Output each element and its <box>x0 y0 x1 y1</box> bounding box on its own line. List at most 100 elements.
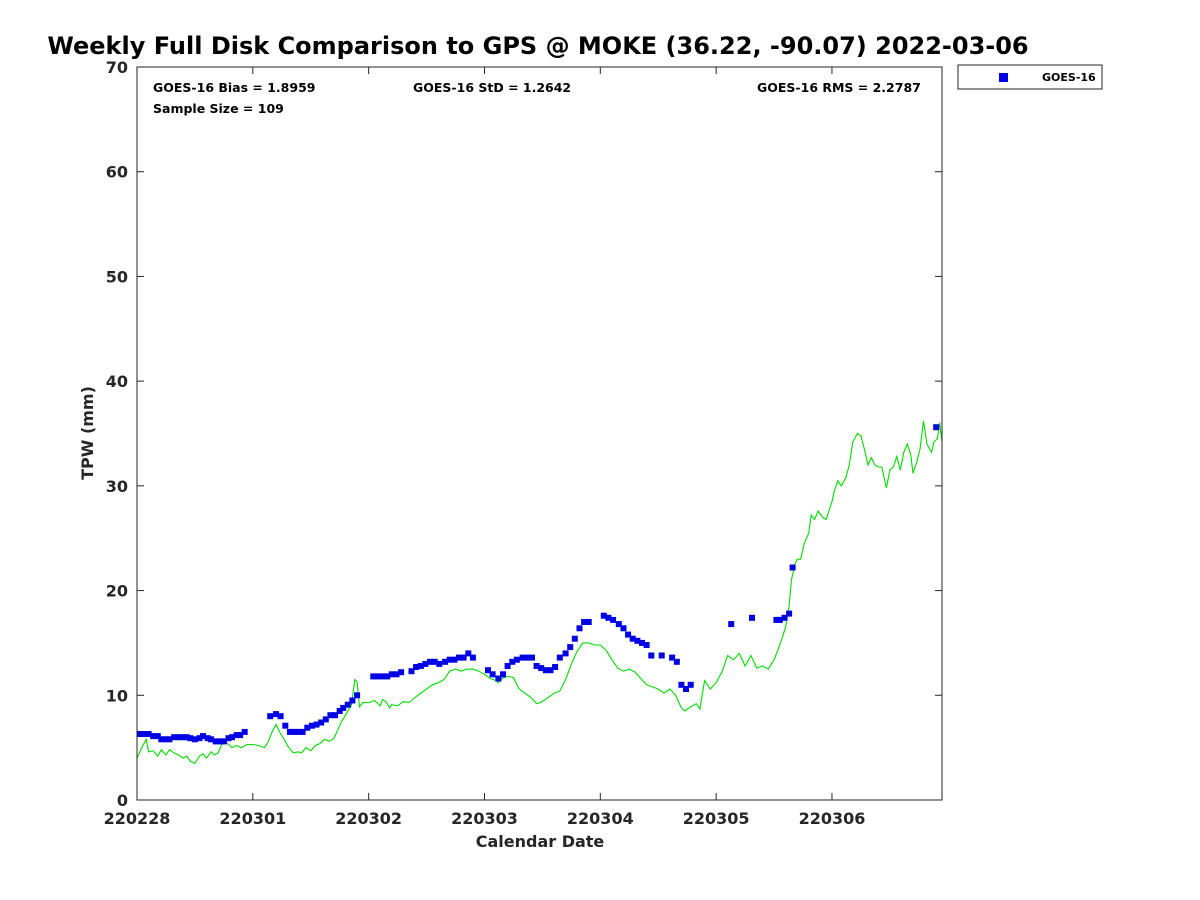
goes16-point <box>524 654 531 661</box>
rms-stat: GOES-16 RMS = 2.2787 <box>757 80 921 95</box>
goes16-point <box>567 644 574 651</box>
goes16-point <box>296 728 303 735</box>
goes16-point <box>183 734 190 741</box>
goes16-point <box>408 668 415 675</box>
sample-size-stat: Sample Size = 109 <box>153 101 284 116</box>
x-axis-label: Calendar Date <box>476 832 605 851</box>
goes16-point <box>533 663 540 669</box>
y-tick-label: 30 <box>106 477 128 496</box>
goes16-point <box>504 663 511 669</box>
goes16-point <box>241 728 248 735</box>
goes16-point <box>322 716 329 723</box>
goes16-point <box>442 658 449 665</box>
goes16-point <box>576 625 583 632</box>
goes16-point <box>585 619 592 625</box>
goes16-point <box>154 733 161 740</box>
goes16-point <box>417 663 424 669</box>
goes16-point <box>610 616 617 623</box>
goes16-point <box>225 735 232 742</box>
goes16-point <box>500 671 506 678</box>
goes16-point <box>344 701 351 708</box>
goes16-point <box>629 635 636 642</box>
goes16-point <box>634 637 641 644</box>
x-tick-label: 220303 <box>451 809 518 828</box>
legend: GOES-16 <box>957 64 1103 90</box>
goes16-point <box>571 635 578 642</box>
y-tick-label: 40 <box>106 372 128 391</box>
goes16-point <box>212 738 219 745</box>
goes16-point <box>217 738 224 745</box>
goes16-point <box>436 660 443 667</box>
goes16-point <box>200 733 206 740</box>
goes16-point <box>776 616 783 623</box>
goes16-point <box>643 642 650 648</box>
y-tick-label: 10 <box>106 686 128 705</box>
goes16-point <box>187 735 194 742</box>
goes16-point <box>933 424 940 431</box>
goes16-point <box>465 650 472 657</box>
goes16-point <box>749 614 755 621</box>
goes16-point <box>349 697 356 704</box>
plot-frame <box>136 66 943 801</box>
goes16-point <box>175 734 182 741</box>
x-tick-label: 220302 <box>335 809 402 828</box>
goes16-point <box>446 656 453 663</box>
goes16-point <box>451 656 458 663</box>
x-tick-label: 220301 <box>219 809 286 828</box>
goes16-point <box>786 610 793 617</box>
goes16-point <box>687 681 694 688</box>
goes16-point <box>229 734 235 741</box>
goes16-point <box>456 654 462 661</box>
goes16-point <box>336 708 343 714</box>
goes16-point <box>388 671 395 678</box>
y-axis-label: TPW (mm) <box>78 386 97 480</box>
goes16-point <box>620 625 627 632</box>
goes16-point <box>781 614 788 621</box>
goes16-point <box>728 621 735 628</box>
goes16-point <box>673 658 680 665</box>
x-tick-label: 220306 <box>799 809 866 828</box>
goes16-point <box>145 731 152 737</box>
goes16-point <box>789 564 796 571</box>
goes16-point <box>562 650 569 657</box>
goes16-point <box>581 619 588 625</box>
goes16-point <box>639 639 645 646</box>
goes16-point <box>538 665 545 672</box>
x-tick-label: 220304 <box>567 809 634 828</box>
goes16-point <box>495 675 502 682</box>
goes16-point <box>291 728 298 735</box>
goes16-point <box>556 654 563 661</box>
goes16-point <box>605 614 612 621</box>
y-tick-label: 60 <box>106 163 128 182</box>
goes16-point <box>773 616 780 623</box>
goes16-point <box>267 713 274 720</box>
goes16-point <box>332 712 339 719</box>
goes16-point <box>171 734 178 741</box>
y-tick-label: 0 <box>117 791 128 810</box>
axis-ticks: 0 10 20 30 40 50 60 70 220228 220301 220302 220303 2… <box>104 58 942 828</box>
y-tick-label: 50 <box>106 267 128 286</box>
goes16-point <box>542 667 549 674</box>
goes16-point <box>422 660 429 667</box>
goes16-point <box>669 654 676 661</box>
chart-title: Weekly Full Disk Comparison to GPS @ MOK… <box>47 32 1028 60</box>
legend-marker-goes16 <box>999 73 1008 82</box>
goes16-point <box>547 667 554 674</box>
goes16-point <box>485 667 491 674</box>
goes16-point <box>529 654 535 661</box>
goes16-point <box>648 652 655 659</box>
plot-area <box>136 420 943 765</box>
bias-stat: GOES-16 Bias = 1.8959 <box>153 80 315 95</box>
goes16-point <box>196 735 203 742</box>
goes16-point <box>237 732 244 739</box>
goes16-point <box>273 711 279 718</box>
goes16-point <box>683 686 689 692</box>
legend-label-goes16: GOES-16 <box>1042 71 1096 84</box>
legend-box <box>957 64 1103 90</box>
goes16-point <box>374 673 381 680</box>
goes16-point <box>282 722 289 729</box>
goes16-point <box>519 654 526 661</box>
goes16-point <box>398 669 405 676</box>
goes16-point <box>179 734 186 741</box>
